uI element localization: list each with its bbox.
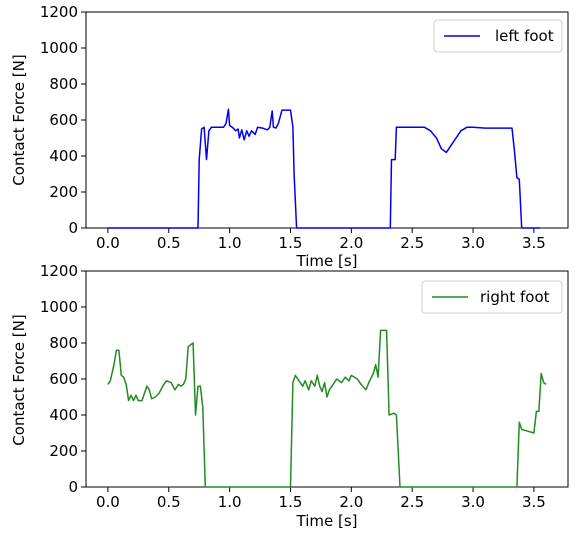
y-tick-label: 0 [68,478,78,496]
x-tick-label: 3.0 [461,234,485,252]
y-tick-label: 1000 [40,39,78,57]
x-tick-label: 1.5 [279,234,303,252]
y-axis-ticks: 0 200 400 600 800 1000 1200 [40,262,86,496]
y-tick-label: 800 [49,75,78,93]
y-tick-label: 400 [49,406,78,424]
y-tick-label: 600 [49,370,78,388]
x-tick-label: 3.5 [522,234,546,252]
x-tick-label: 2.0 [339,493,363,511]
y-tick-label: 0 [68,219,78,237]
y-axis-label: Contact Force [N] [10,54,28,185]
x-tick-label: 0.0 [96,493,120,511]
x-tick-label: 1.5 [279,493,303,511]
legend-label-right-foot: right foot [480,288,550,306]
legend: left foot [433,19,563,53]
chart-panel-left-foot: 0.0 0.5 1.0 1.5 2.0 2.5 3.0 3.5 0 200 400 600 800 10… [10,3,569,270]
legend-label-left-foot: left foot [495,27,554,45]
y-tick-label: 1000 [40,298,78,316]
x-tick-label: 2.0 [339,234,363,252]
x-tick-label: 3.0 [461,493,485,511]
x-tick-label: 0.5 [157,234,181,252]
y-tick-label: 800 [49,334,78,352]
y-axis-label: Contact Force [N] [10,314,28,445]
y-tick-label: 600 [49,111,78,129]
legend-box [421,280,563,314]
x-tick-label: 3.5 [522,493,546,511]
y-tick-label: 400 [49,147,78,165]
chart-panel-right-foot: 0.0 0.5 1.0 1.5 2.0 2.5 3.0 3.5 0 200 400 600 800 10… [10,262,569,530]
x-tick-label: 1.0 [218,493,242,511]
series-line-right-foot [107,329,547,488]
x-tick-label: 2.5 [400,493,424,511]
y-tick-label: 1200 [40,262,78,280]
x-tick-label: 0.5 [157,493,181,511]
x-tick-label: 2.5 [400,234,424,252]
x-axis-label: Time [s] [296,252,358,270]
y-tick-label: 200 [49,442,78,460]
legend: right foot [421,280,563,314]
x-tick-label: 0.0 [96,234,120,252]
y-tick-label: 1200 [40,3,78,21]
series-line-left-foot [107,108,540,229]
x-tick-label: 1.0 [218,234,242,252]
series-group [107,329,547,488]
x-axis-label: Time [s] [296,512,358,530]
y-tick-label: 200 [49,183,78,201]
series-group [107,108,540,229]
x-axis-ticks: 0.0 0.5 1.0 1.5 2.0 2.5 3.0 3.5 [96,487,546,511]
y-axis-ticks: 0 200 400 600 800 1000 1200 [40,3,86,237]
legend-box [433,19,563,53]
x-axis-ticks: 0.0 0.5 1.0 1.5 2.0 2.5 3.0 3.5 [96,228,546,252]
